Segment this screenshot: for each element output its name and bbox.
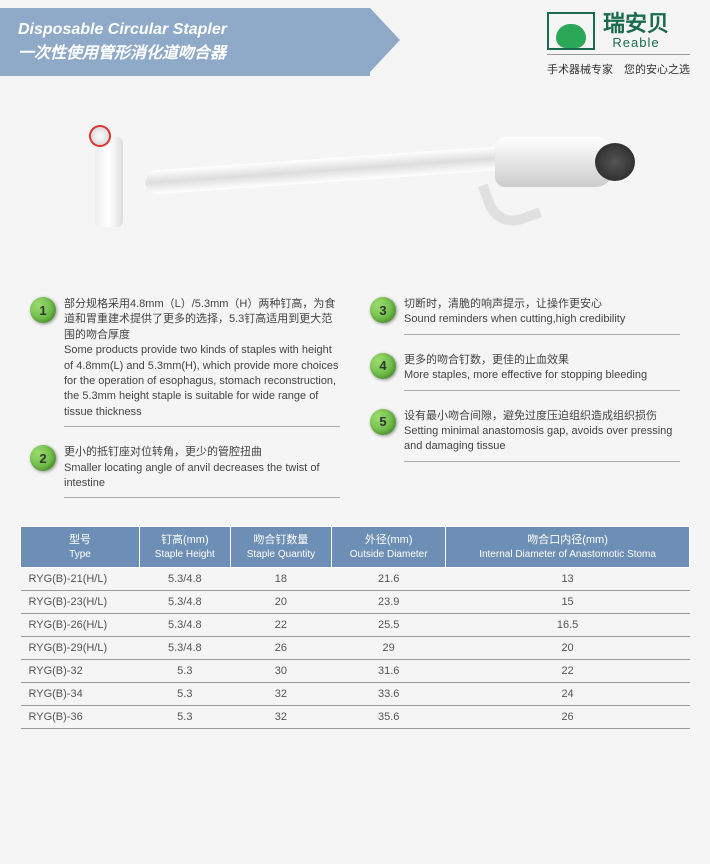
table-cell: 5.3/4.8 <box>140 613 231 636</box>
table-cell: 29 <box>332 636 446 659</box>
tagline: 手术器械专家 您的安心之选 <box>547 61 690 77</box>
table-cell: 13 <box>446 567 690 590</box>
table-cell: 30 <box>230 659 332 682</box>
feature-item: 4 更多的吻合钉数，更佳的止血效果More staples, more effec… <box>370 353 680 391</box>
brand-name-cn: 瑞安贝 <box>603 13 669 35</box>
table-cell: 24 <box>446 682 690 705</box>
feature-item: 2 更小的抵钉座对位转角，更少的管腔扭曲Smaller locating angl… <box>30 445 340 498</box>
feature-number-badge: 2 <box>30 445 56 471</box>
feature-text: 更小的抵钉座对位转角，更少的管腔扭曲Smaller locating angle… <box>64 445 340 498</box>
header: Disposable Circular Stapler 一次性使用管形消化道吻合… <box>0 0 710 77</box>
table-row: RYG(B)-29(H/L)5.3/4.8262920 <box>21 636 690 659</box>
features-section: 1 部分规格采用4.8mm（L）/5.3mm（H）两种钉高，为食道和胃重建术提供了… <box>0 297 710 516</box>
feature-number-badge: 5 <box>370 409 396 435</box>
table-cell: RYG(B)-21(H/L) <box>21 567 140 590</box>
table-header: 型号Type <box>21 527 140 567</box>
table-cell: 5.3/4.8 <box>140 636 231 659</box>
product-illustration <box>0 77 710 297</box>
table-cell: RYG(B)-29(H/L) <box>21 636 140 659</box>
title-en: Disposable Circular Stapler <box>18 18 352 42</box>
table-cell: RYG(B)-36 <box>21 705 140 728</box>
title-banner: Disposable Circular Stapler 一次性使用管形消化道吻合… <box>0 8 370 76</box>
table-cell: 15 <box>446 590 690 613</box>
table-cell: 22 <box>230 613 332 636</box>
table-cell: 5.3 <box>140 705 231 728</box>
title-cn: 一次性使用管形消化道吻合器 <box>18 42 352 66</box>
table-cell: 18 <box>230 567 332 590</box>
table-cell: 21.6 <box>332 567 446 590</box>
table-header: 吻合钉数量Staple Quantity <box>230 527 332 567</box>
table-row: RYG(B)-345.33233.624 <box>21 682 690 705</box>
table-cell: 23.9 <box>332 590 446 613</box>
table-row: RYG(B)-325.33031.622 <box>21 659 690 682</box>
table-cell: 22 <box>446 659 690 682</box>
table-cell: 35.6 <box>332 705 446 728</box>
table-row: RYG(B)-26(H/L)5.3/4.82225.516.5 <box>21 613 690 636</box>
table-header: 钉高(mm)Staple Height <box>140 527 231 567</box>
table-cell: 25.5 <box>332 613 446 636</box>
table-header: 吻合口内径(mm)Internal Diameter of Anastomoti… <box>446 527 690 567</box>
apple-logo-icon <box>547 12 595 50</box>
feature-item: 3 切断时，清脆的响声提示，让操作更安心Sound reminders when … <box>370 297 680 335</box>
table-header: 外径(mm)Outside Diameter <box>332 527 446 567</box>
table-cell: RYG(B)-23(H/L) <box>21 590 140 613</box>
table-cell: 33.6 <box>332 682 446 705</box>
feature-text: 部分规格采用4.8mm（L）/5.3mm（H）两种钉高，为食道和胃重建术提供了更… <box>64 297 340 427</box>
table-row: RYG(B)-365.33235.626 <box>21 705 690 728</box>
table-cell: 5.3 <box>140 659 231 682</box>
brand-name-en: Reable <box>603 35 669 50</box>
table-cell: 5.3/4.8 <box>140 567 231 590</box>
table-cell: RYG(B)-32 <box>21 659 140 682</box>
logo-block: 瑞安贝 Reable 手术器械专家 您的安心之选 <box>547 8 690 77</box>
table-cell: 20 <box>446 636 690 659</box>
feature-number-badge: 3 <box>370 297 396 323</box>
feature-text: 设有最小吻合间隙，避免过度压迫组织造成组织损伤Setting minimal a… <box>404 409 680 462</box>
table-cell: 32 <box>230 705 332 728</box>
table-cell: 26 <box>230 636 332 659</box>
feature-number-badge: 4 <box>370 353 396 379</box>
feature-item: 5 设有最小吻合间隙，避免过度压迫组织造成组织损伤Setting minimal … <box>370 409 680 462</box>
table-cell: 26 <box>446 705 690 728</box>
feature-text: 切断时，清脆的响声提示，让操作更安心Sound reminders when c… <box>404 297 680 335</box>
table-cell: 31.6 <box>332 659 446 682</box>
table-cell: 32 <box>230 682 332 705</box>
table-cell: 16.5 <box>446 613 690 636</box>
spec-table: 型号Type钉高(mm)Staple Height吻合钉数量Staple Qua… <box>20 526 690 728</box>
table-cell: 5.3/4.8 <box>140 590 231 613</box>
table-cell: RYG(B)-34 <box>21 682 140 705</box>
feature-text: 更多的吻合钉数，更佳的止血效果More staples, more effect… <box>404 353 680 391</box>
table-cell: 20 <box>230 590 332 613</box>
table-row: RYG(B)-23(H/L)5.3/4.82023.915 <box>21 590 690 613</box>
table-cell: RYG(B)-26(H/L) <box>21 613 140 636</box>
feature-number-badge: 1 <box>30 297 56 323</box>
table-row: RYG(B)-21(H/L)5.3/4.81821.613 <box>21 567 690 590</box>
feature-item: 1 部分规格采用4.8mm（L）/5.3mm（H）两种钉高，为食道和胃重建术提供了… <box>30 297 340 427</box>
table-cell: 5.3 <box>140 682 231 705</box>
